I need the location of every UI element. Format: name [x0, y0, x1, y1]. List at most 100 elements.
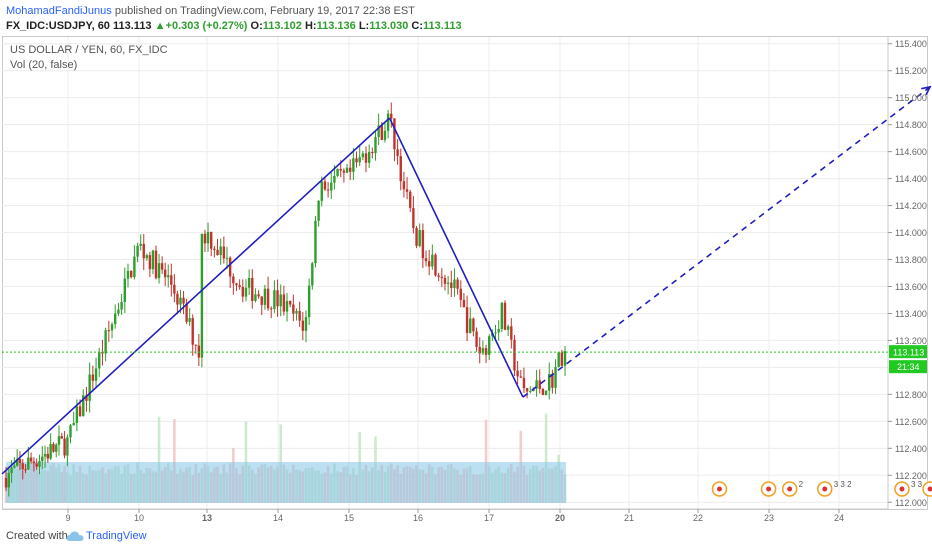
candle-body	[431, 254, 434, 267]
candle-body	[133, 256, 136, 278]
candle-body	[535, 380, 538, 389]
candle-body	[254, 294, 257, 301]
candle-body	[57, 436, 61, 445]
candle-body	[276, 290, 279, 307]
candle-body	[206, 232, 210, 244]
candle-body	[63, 438, 66, 456]
candle-body	[440, 276, 444, 279]
candle-body	[295, 310, 298, 314]
economic-event-dot	[787, 486, 793, 492]
candle-body	[72, 422, 75, 426]
candle-body	[424, 258, 428, 262]
candle-body	[282, 294, 286, 312]
ohlc-bar: FX_IDC:USDJPY, 60 113.113 ▲+0.303 (+0.27…	[6, 20, 462, 32]
candle-body	[98, 351, 101, 369]
candle-body	[232, 276, 235, 284]
candle-body	[472, 318, 475, 332]
candle-body	[548, 373, 551, 391]
candle-body	[342, 170, 346, 173]
candle-body	[78, 406, 82, 417]
candle-body	[481, 348, 485, 354]
candle-body	[216, 249, 219, 256]
candle-body	[510, 326, 513, 340]
countdown-badge-text: 21:34	[897, 362, 920, 372]
candle-body	[13, 465, 16, 468]
candle-body	[446, 282, 450, 284]
candle-body	[15, 458, 19, 466]
candle-body	[29, 457, 33, 462]
candle-body	[49, 443, 52, 459]
candle-body	[191, 318, 194, 345]
candle-body	[522, 377, 526, 389]
time-tick-label: 17	[484, 513, 494, 523]
candle-body	[393, 118, 396, 150]
candle-body	[247, 277, 251, 288]
author-link[interactable]: MohamadFandiJunus	[6, 5, 112, 17]
time-tick-label: 13	[202, 513, 212, 523]
price-tick-label: 113.600	[895, 282, 927, 292]
time-tick-label: 14	[273, 513, 283, 523]
candle-body	[488, 336, 491, 355]
candle-body	[260, 296, 263, 305]
projection-arrow-icon	[921, 85, 932, 96]
candle-body	[114, 313, 117, 325]
time-tick-label: 20	[555, 513, 565, 523]
candle-body	[203, 233, 207, 244]
price-tick-label: 112.600	[895, 417, 927, 427]
candle-body	[339, 168, 342, 171]
price-tick-label: 114.800	[895, 120, 927, 130]
economic-event-count: 2	[799, 480, 804, 489]
low-value: 113.030	[369, 20, 409, 32]
candle-body	[120, 302, 123, 310]
economic-event-icon	[922, 481, 932, 497]
candle-body	[200, 233, 204, 358]
time-tick-label: 10	[134, 513, 144, 523]
tradingview-link[interactable]: TradingView	[86, 530, 147, 542]
grid	[2, 37, 888, 509]
candle-body	[456, 279, 459, 289]
candle-body	[421, 230, 425, 259]
candle-body	[129, 271, 133, 278]
candle-body	[557, 352, 560, 367]
candle-body	[285, 301, 289, 312]
candle-body	[292, 304, 295, 314]
candle-body	[563, 351, 567, 366]
candle-body	[560, 352, 564, 366]
economic-event-count: 3 3 2	[834, 480, 852, 489]
series-title[interactable]: US DOLLAR / YEN, 60, FX_IDC	[10, 44, 168, 56]
pattern-line	[1, 117, 391, 475]
candle-body	[46, 453, 50, 459]
candle-body	[525, 388, 529, 392]
candle-body	[222, 246, 226, 259]
candle-body	[506, 326, 510, 330]
candle-body	[551, 373, 554, 388]
candle-body	[352, 158, 355, 172]
candle-body	[185, 303, 188, 322]
candle-body	[390, 113, 393, 119]
candle-body	[298, 310, 301, 321]
candle-body	[544, 390, 548, 395]
volume-bar	[173, 418, 176, 503]
candle-body	[4, 477, 8, 488]
candle-body	[35, 463, 38, 467]
candle-body	[27, 457, 30, 470]
candle-body	[43, 453, 47, 457]
price-tick-label: 115.200	[895, 66, 927, 76]
candle-body	[301, 320, 305, 331]
economic-event-count: 3 3	[911, 480, 923, 489]
candle-body	[443, 278, 447, 284]
candle-body	[345, 167, 349, 173]
candle-body	[88, 374, 91, 401]
economic-event-dot	[927, 486, 932, 492]
time-tick-label: 15	[344, 513, 354, 523]
cloud-icon	[66, 531, 84, 541]
high-label: H:	[304, 20, 317, 32]
candle-body	[349, 167, 352, 172]
candle-body	[41, 456, 44, 462]
candle-body	[399, 156, 402, 182]
candle-body	[364, 153, 368, 163]
candle-body	[317, 200, 320, 221]
volume-legend[interactable]: Vol (20, false)	[10, 59, 78, 71]
candle-body	[541, 389, 545, 395]
